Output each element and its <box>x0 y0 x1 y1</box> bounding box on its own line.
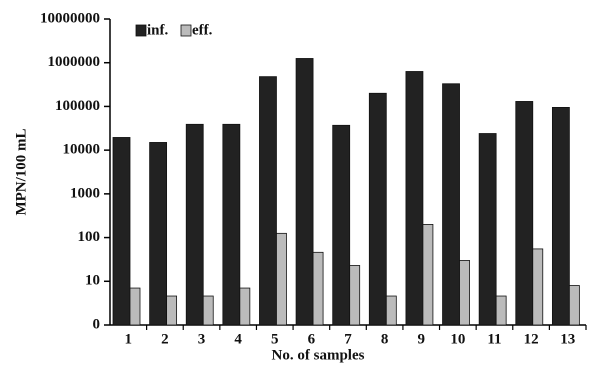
bar <box>166 295 178 326</box>
x-tick-label: 7 <box>344 331 352 347</box>
x-tick-label: 2 <box>161 331 169 347</box>
x-tick-label: 9 <box>417 331 425 347</box>
bar <box>149 142 168 326</box>
bar <box>349 265 361 326</box>
x-tick-label: 3 <box>198 331 206 347</box>
y-tick-label: 10000 <box>63 142 101 158</box>
legend-swatch <box>180 24 192 37</box>
bar <box>312 251 324 326</box>
bar <box>129 287 141 326</box>
bar <box>495 295 507 326</box>
x-tick-label: 12 <box>524 331 539 347</box>
y-axis-label: MPN/100 mL <box>13 128 29 215</box>
bar <box>568 285 580 326</box>
bar <box>532 248 544 326</box>
bar <box>422 224 434 326</box>
bar <box>185 123 204 326</box>
bar <box>259 76 277 326</box>
bar <box>405 71 424 326</box>
y-tick-label: 100000 <box>55 98 100 114</box>
y-tick-label: 0 <box>93 316 101 332</box>
y-tick-label: 10000000 <box>40 10 100 26</box>
y-tick-label: 10 <box>85 273 100 289</box>
y-tick-label: 1000000 <box>48 54 101 70</box>
x-axis-label: No. of samples <box>272 347 365 363</box>
x-tick-label: 1 <box>125 331 133 347</box>
x-tick-label: 6 <box>308 331 316 347</box>
bar <box>112 137 131 326</box>
bar <box>295 58 314 326</box>
bar <box>222 123 241 326</box>
bar <box>385 295 397 326</box>
x-tick-label: 11 <box>487 331 501 347</box>
bar <box>551 107 570 326</box>
bar <box>239 287 251 326</box>
bar <box>442 83 460 326</box>
bar <box>332 124 351 326</box>
legend-label: inf. <box>147 22 169 38</box>
bar <box>202 295 214 326</box>
x-tick-label: 4 <box>234 331 242 347</box>
x-tick-label: 5 <box>271 331 279 347</box>
y-tick-label: 100 <box>78 229 101 245</box>
legend-label: eff. <box>192 22 213 38</box>
x-tick-label: 10 <box>450 331 465 347</box>
bar <box>368 92 387 326</box>
bar <box>515 101 534 326</box>
bar <box>459 260 470 326</box>
x-tick-label: 13 <box>560 331 575 347</box>
bar <box>276 232 287 326</box>
x-tick-label: 8 <box>381 331 389 347</box>
y-tick-label: 1000 <box>70 185 100 201</box>
legend-swatch <box>135 24 147 37</box>
bar <box>478 133 497 326</box>
